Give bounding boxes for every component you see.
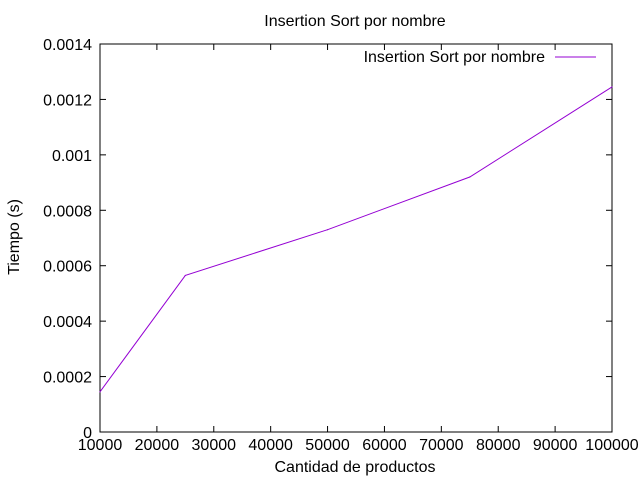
x-tick-label: 50000 (305, 437, 350, 454)
x-tick-label: 20000 (135, 437, 180, 454)
y-axis-label: Tiempo (s) (6, 199, 23, 275)
y-tick-label: 0.0008 (43, 203, 92, 220)
x-tick-label: 90000 (533, 437, 578, 454)
y-tick-label: 0.001 (52, 148, 92, 165)
data-point (469, 176, 471, 178)
y-axis: 0 0.0002 0.0004 0.0006 0.0008 0.001 0.0012 0.00… (43, 37, 612, 442)
x-tick-label: 100000 (585, 437, 638, 454)
y-tick-label: 0.0004 (43, 314, 92, 331)
x-tick-label: 60000 (362, 437, 407, 454)
data-point (611, 86, 613, 88)
x-axis: 10000 20000 30000 40000 50000 60000 70000 80000… (78, 44, 639, 454)
x-tick-label: 10000 (78, 437, 123, 454)
y-tick-label: 0.0012 (43, 92, 92, 109)
x-tick-label: 40000 (248, 437, 293, 454)
series-line (99, 86, 613, 393)
data-point (326, 229, 329, 231)
plot-border (99, 43, 613, 433)
data-point (184, 274, 186, 277)
chart-title: Insertion Sort por nombre (264, 13, 446, 30)
y-tick-label: 0.0002 (43, 370, 92, 387)
series-layer (99, 86, 613, 393)
data-point (99, 391, 101, 393)
legend-label: Insertion Sort por nombre (364, 49, 546, 66)
y-tick-label: 0 (83, 425, 92, 442)
x-tick-label: 80000 (476, 437, 521, 454)
x-tick-label: 30000 (192, 437, 237, 454)
x-axis-label: Cantidad de productos (275, 459, 436, 476)
plot-frame (99, 43, 613, 433)
y-tick-label: 0.0014 (43, 37, 92, 54)
legend: Insertion Sort por nombre (364, 49, 596, 66)
x-tick-label: 70000 (419, 437, 464, 454)
y-tick-label: 0.0006 (43, 259, 92, 276)
